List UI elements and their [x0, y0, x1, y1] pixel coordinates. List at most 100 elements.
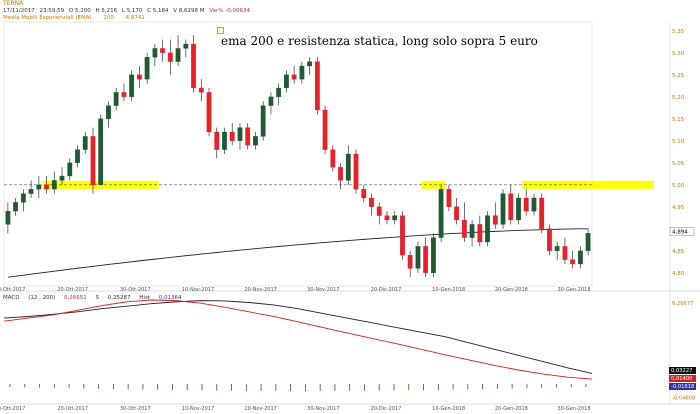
- candle: [454, 198, 459, 225]
- x-tick-label: 10-Gen-2018: [432, 287, 465, 293]
- x-tick-label: 30-Nov-2017: [307, 287, 339, 293]
- candle: [547, 224, 552, 256]
- hist-label: Hist: [139, 295, 150, 301]
- candle-body: [492, 215, 498, 225]
- candle-body: [353, 153, 359, 190]
- ema-value: 4,8741: [125, 15, 145, 21]
- y-tick-label: 4,80: [672, 271, 685, 277]
- candle-body: [539, 197, 545, 229]
- candle: [160, 39, 165, 62]
- candle: [28, 180, 34, 198]
- candle: [191, 35, 196, 93]
- annotation-marker-icon: [217, 27, 224, 34]
- candle: [51, 171, 57, 194]
- y-tick-label: 5,00: [672, 183, 685, 189]
- candle-body: [384, 215, 390, 221]
- candle: [492, 202, 498, 229]
- candle: [36, 176, 42, 198]
- candle-body: [160, 48, 165, 53]
- candle: [369, 193, 374, 216]
- x-tick-label: 30-Gen-2018: [558, 287, 591, 293]
- y-tick-label: 5,35: [672, 29, 685, 35]
- candle: [469, 220, 475, 247]
- candle: [268, 92, 274, 115]
- macd-y-tick-label: 0,01400: [671, 376, 692, 382]
- candle: [284, 70, 289, 93]
- signal-value: 0,25287: [107, 295, 131, 301]
- candle-body: [392, 215, 398, 221]
- candle: [214, 127, 220, 159]
- ema-period: 200: [103, 15, 114, 21]
- candle: [400, 211, 405, 260]
- candle-body: [423, 246, 429, 273]
- candle-body: [198, 87, 204, 93]
- candle-body: [485, 215, 490, 243]
- resistance-highlight: [421, 180, 445, 189]
- candle-body: [229, 131, 235, 141]
- candle: [206, 88, 212, 137]
- x-tick-label: 20-Dic-2017: [371, 287, 402, 293]
- candle: [121, 83, 127, 102]
- y-tick-label: 5,05: [672, 161, 685, 167]
- candle: [415, 242, 421, 273]
- candle-body: [307, 61, 312, 67]
- x-tick-label: 20-Ott-2017: [57, 287, 88, 293]
- x-tick-label: 10-Nov-2017: [182, 287, 214, 293]
- candle-body: [276, 87, 282, 97]
- candle: [291, 66, 297, 84]
- candle: [137, 66, 142, 88]
- macd-y-tick-label: -0,01818: [671, 384, 694, 390]
- x-tick-label: 20-Ott-2017: [0, 287, 25, 293]
- candle-body: [268, 96, 274, 106]
- candle-body: [547, 228, 552, 251]
- ema-200-line: [7, 228, 589, 278]
- candle: [477, 215, 483, 247]
- x-tick-label: 30-Gen-2018: [558, 406, 591, 412]
- candle: [322, 105, 328, 154]
- candle-body: [338, 167, 343, 181]
- x-tick-label: 30-Ott-2017: [120, 287, 151, 293]
- candle: [198, 79, 204, 102]
- candle: [562, 237, 568, 264]
- var-value: Var% -0,00634: [209, 8, 250, 14]
- candle: [167, 39, 173, 75]
- candle: [361, 184, 367, 203]
- candle-body: [44, 184, 49, 190]
- candle-body: [322, 109, 328, 150]
- candle: [307, 57, 312, 75]
- candle-body: [137, 74, 142, 80]
- candle-body: [477, 224, 483, 243]
- candle: [585, 228, 591, 256]
- candle-body: [121, 92, 127, 97]
- close-value: C 5,184: [147, 8, 169, 14]
- date-value: 17/11/2017: [3, 8, 35, 14]
- candle: [113, 88, 119, 110]
- candle-body: [585, 233, 591, 251]
- candle-body: [314, 61, 320, 111]
- candle-body: [82, 136, 88, 150]
- ema-readout: Media Mobili Esponenziali (EMA) 200 4,87…: [3, 15, 155, 21]
- macd-y-tick-label: 0,26677: [672, 301, 693, 307]
- candle: [253, 132, 258, 150]
- candle: [129, 70, 135, 102]
- macd-line: [3, 300, 593, 374]
- candle: [183, 39, 189, 58]
- y-tick-label: 5,30: [672, 51, 685, 57]
- candle: [446, 184, 452, 212]
- candle: [338, 162, 343, 190]
- x-tick-label: 20-Gen-2018: [495, 406, 528, 412]
- time-value: 23:59:59: [39, 8, 65, 14]
- candle: [144, 52, 150, 84]
- hist-value: 0,01364: [158, 295, 182, 301]
- candle-body: [508, 193, 514, 221]
- candle-body: [260, 105, 266, 137]
- candle-body: [175, 48, 181, 62]
- candle-body: [407, 255, 413, 269]
- candle: [431, 233, 436, 278]
- candle: [570, 250, 576, 269]
- resistance-highlight: [522, 180, 654, 189]
- candle-body: [454, 206, 459, 221]
- candle-body: [59, 175, 65, 181]
- candle-body: [20, 193, 26, 203]
- annotation-text: ema 200 e resistenza statica, long solo …: [221, 34, 538, 48]
